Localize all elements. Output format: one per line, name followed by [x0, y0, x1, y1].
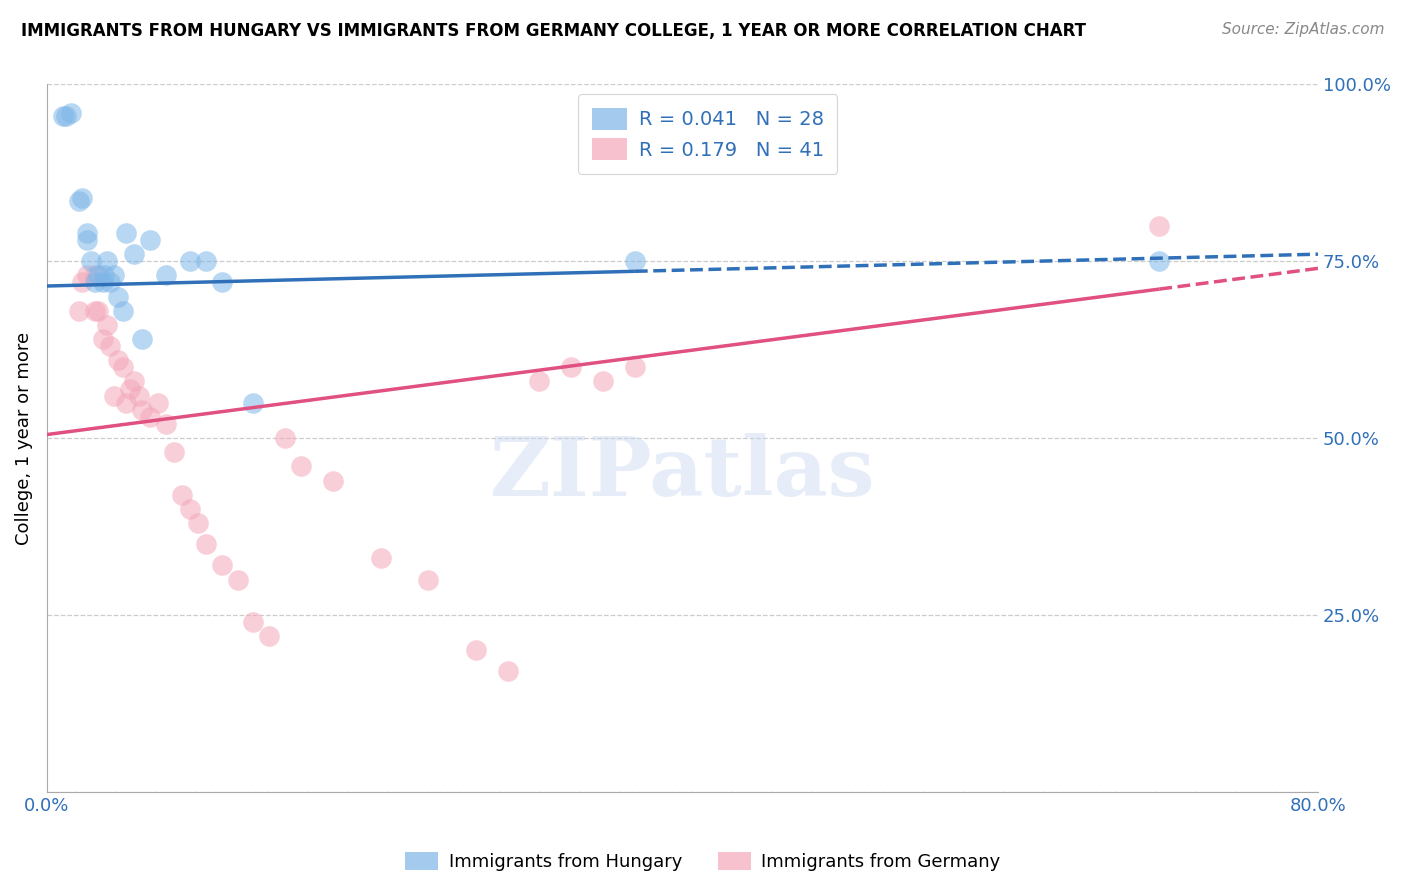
Point — [131, 402, 153, 417]
Legend: R = 0.041   N = 28, R = 0.179   N = 41: R = 0.041 N = 28, R = 0.179 N = 41 — [578, 95, 838, 174]
Point — [93, 268, 115, 283]
Point — [124, 247, 146, 261]
Point — [118, 382, 141, 396]
Point — [124, 375, 146, 389]
Point — [146, 395, 169, 409]
Point — [624, 254, 647, 268]
Point — [131, 332, 153, 346]
Point — [76, 226, 98, 240]
Point — [83, 268, 105, 283]
Point — [100, 339, 122, 353]
Point — [100, 276, 122, 290]
Point — [103, 268, 125, 283]
Text: ZIPatlas: ZIPatlas — [489, 434, 876, 514]
Point — [418, 573, 440, 587]
Point — [52, 109, 75, 123]
Point — [179, 501, 201, 516]
Point — [139, 233, 162, 247]
Point — [87, 268, 110, 283]
Point — [112, 303, 135, 318]
Point — [211, 276, 233, 290]
Point — [91, 276, 114, 290]
Point — [128, 389, 150, 403]
Text: Source: ZipAtlas.com: Source: ZipAtlas.com — [1222, 22, 1385, 37]
Point — [290, 459, 312, 474]
Point — [274, 431, 297, 445]
Point — [115, 395, 138, 409]
Point — [70, 276, 93, 290]
Point — [259, 629, 281, 643]
Point — [83, 303, 105, 318]
Point — [91, 332, 114, 346]
Point — [155, 268, 177, 283]
Point — [1147, 254, 1170, 268]
Point — [465, 643, 488, 657]
Point — [560, 360, 582, 375]
Point — [226, 573, 249, 587]
Point — [115, 226, 138, 240]
Point — [67, 194, 90, 208]
Point — [155, 417, 177, 431]
Point — [112, 360, 135, 375]
Point — [163, 445, 186, 459]
Point — [76, 268, 98, 283]
Point — [1147, 219, 1170, 233]
Point — [76, 233, 98, 247]
Point — [96, 254, 118, 268]
Point — [496, 665, 519, 679]
Point — [139, 409, 162, 424]
Point — [55, 109, 77, 123]
Point — [179, 254, 201, 268]
Point — [322, 474, 344, 488]
Point — [59, 105, 82, 120]
Point — [370, 551, 392, 566]
Point — [70, 191, 93, 205]
Point — [103, 389, 125, 403]
Legend: Immigrants from Hungary, Immigrants from Germany: Immigrants from Hungary, Immigrants from… — [398, 845, 1008, 879]
Point — [170, 488, 193, 502]
Point — [67, 303, 90, 318]
Text: IMMIGRANTS FROM HUNGARY VS IMMIGRANTS FROM GERMANY COLLEGE, 1 YEAR OR MORE CORRE: IMMIGRANTS FROM HUNGARY VS IMMIGRANTS FR… — [21, 22, 1085, 40]
Point — [187, 516, 209, 530]
Point — [194, 537, 217, 551]
Point — [107, 353, 129, 368]
Point — [107, 290, 129, 304]
Point — [87, 303, 110, 318]
Y-axis label: College, 1 year or more: College, 1 year or more — [15, 332, 32, 545]
Point — [194, 254, 217, 268]
Point — [624, 360, 647, 375]
Point — [242, 615, 264, 629]
Point — [242, 395, 264, 409]
Point — [592, 375, 614, 389]
Point — [529, 375, 551, 389]
Point — [211, 558, 233, 573]
Point — [80, 254, 103, 268]
Point — [83, 276, 105, 290]
Point — [96, 318, 118, 332]
